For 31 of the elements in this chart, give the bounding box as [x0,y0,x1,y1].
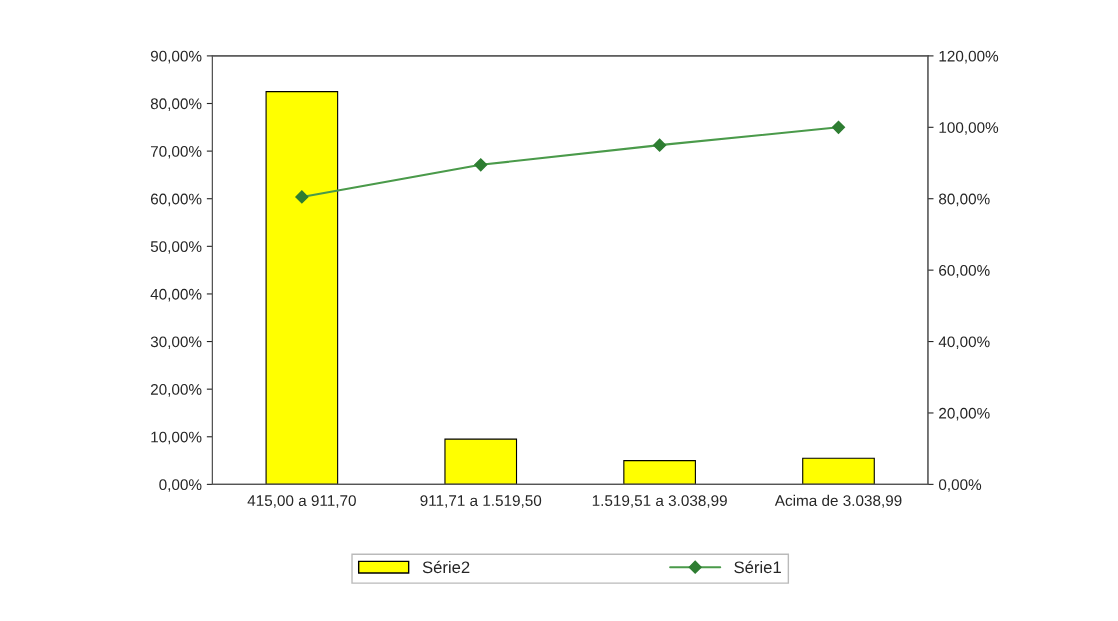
legend-label: Série1 [734,560,781,574]
point [653,138,667,152]
y2-tick-label: 100,00% [939,122,999,135]
bar [623,460,696,485]
y-tick-label: 40,00% [150,288,202,302]
point [295,190,309,204]
x-tick-label: 911,71 a 1.519,50 [420,495,542,508]
y2-tick-label: 40,00% [938,336,990,350]
y-tick-label: 60,00% [150,193,202,207]
y-tick-label: 30,00% [150,336,202,350]
y-tick-label: 0,00% [159,479,202,492]
bar [802,457,875,485]
y-tick-label: 10,00% [151,431,202,445]
x-tick-label: 415,00 a 911,70 [247,495,356,508]
y2-tick-label: 20,00% [939,407,990,421]
point [831,120,846,134]
point [474,158,488,172]
y2-tick-label: 0,00% [938,479,982,492]
x-tick-label: Acima de 3.038,99 [774,494,902,508]
y2-tick-label: 120,00% [939,50,999,64]
y-tick-label: 90,00% [150,50,202,64]
y-tick-label: 20,00% [150,384,202,397]
y2-tick-label: 60,00% [939,265,990,278]
y-tick-label: 70,00% [150,145,202,159]
y-tick-label: 50,00% [150,241,202,254]
bar [265,91,339,485]
bar [444,438,518,485]
y-tick-label: 80,00% [150,98,202,111]
legend-label: Série2 [422,560,470,574]
x-tick-label: 1.519,51 a 3.038,99 [592,495,727,508]
y2-tick-label: 80,00% [939,193,990,207]
